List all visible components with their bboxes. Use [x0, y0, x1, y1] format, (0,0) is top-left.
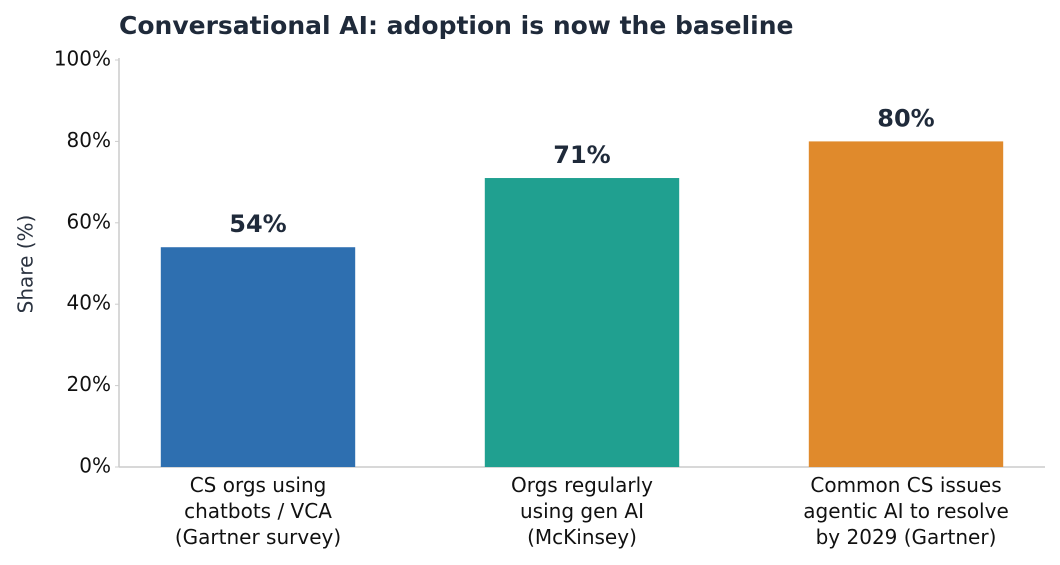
y-tick-label: 20% — [67, 372, 111, 396]
x-tick-label: Common CS issues agentic AI to resolve b… — [803, 473, 1009, 549]
chart-title: Conversational AI: adoption is now the b… — [119, 11, 794, 40]
y-tick-label: 100% — [54, 47, 111, 71]
y-tick-label: 0% — [79, 454, 111, 478]
value-label: 54% — [229, 210, 286, 238]
x-tick-label: CS orgs using chatbots / VCA (Gartner su… — [174, 473, 342, 549]
value-label: 80% — [877, 104, 934, 132]
y-tick-label: 80% — [67, 128, 111, 152]
y-axis-label: Share (%) — [14, 215, 38, 314]
y-tick-label: 40% — [67, 291, 111, 315]
y-tick-label: 60% — [67, 209, 111, 233]
bar — [160, 247, 356, 467]
bar — [808, 141, 1004, 467]
bar — [484, 178, 680, 467]
x-tick-label: Orgs regularly using gen AI (McKinsey) — [511, 473, 653, 549]
value-label: 71% — [553, 141, 610, 169]
